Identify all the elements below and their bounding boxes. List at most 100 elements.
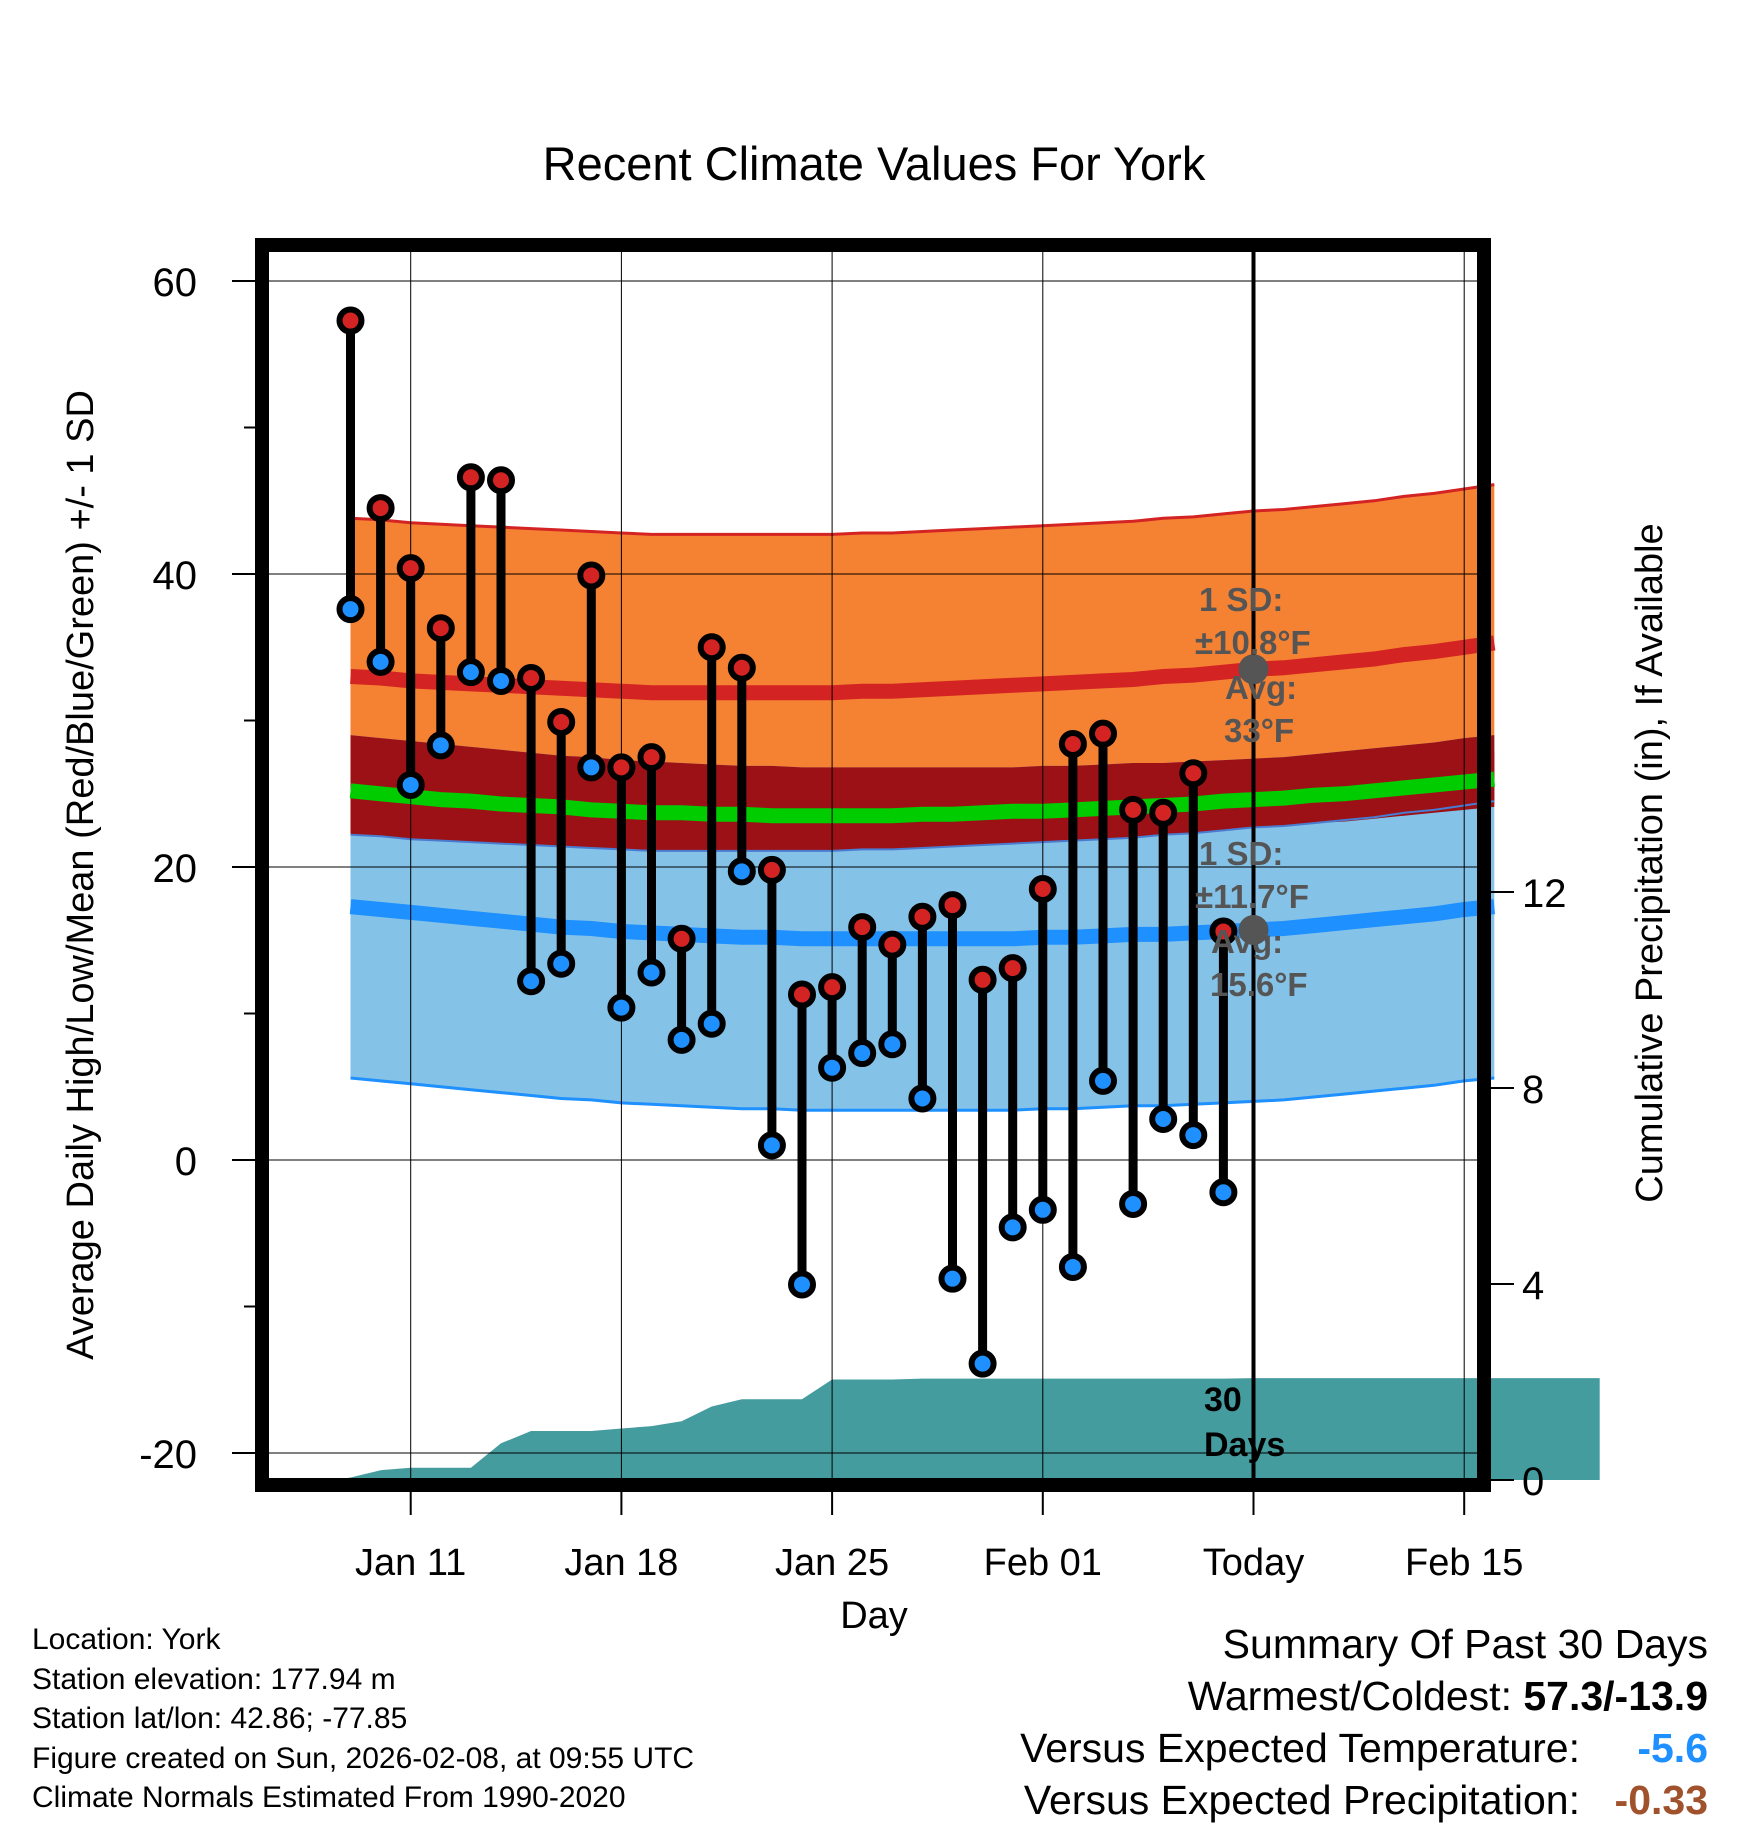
low-point	[607, 993, 636, 1022]
y2-tick-label: 0	[1522, 1460, 1544, 1504]
summary-temp: Versus Expected Temperature: -5.6	[1020, 1722, 1708, 1774]
y2-tick-label: 8	[1522, 1068, 1544, 1112]
high-point	[878, 930, 907, 959]
high-point	[1209, 917, 1238, 946]
low-point	[998, 1213, 1027, 1242]
x-tick-label: Today	[1203, 1542, 1304, 1584]
summary-warm-cold: Warmest/Coldest: 57.3/-13.9	[1020, 1670, 1708, 1722]
high-point	[727, 653, 756, 682]
high-point	[938, 891, 967, 920]
x-tick-label: Jan 11	[355, 1542, 466, 1584]
temp-label: Versus Expected Temperature:	[1020, 1725, 1580, 1771]
x-tick-label: Jan 25	[775, 1542, 889, 1584]
high-point	[968, 965, 997, 994]
low-point	[1028, 1195, 1057, 1224]
high-point	[757, 855, 786, 884]
low-point	[1149, 1104, 1178, 1133]
low-point	[426, 731, 455, 760]
high-point	[998, 954, 1027, 983]
y2-axis-label: Cumulative Precipitation (in), If Availa…	[1629, 523, 1671, 1202]
high-sd-upper-line	[350, 483, 1495, 536]
high-point	[336, 306, 365, 335]
high-point	[1089, 719, 1117, 748]
low-point	[517, 967, 546, 996]
y-tick-label: 60	[153, 261, 198, 305]
high-avg-label: Avg:	[1225, 669, 1297, 706]
high-point	[607, 753, 636, 782]
summary-precip: Versus Expected Precipitation: -0.33	[1020, 1774, 1708, 1826]
y2-tick-label: 12	[1522, 872, 1567, 916]
high-point	[1028, 874, 1057, 903]
info-elevation: Station elevation: 177.94 m	[32, 1662, 396, 1696]
low-point	[968, 1349, 997, 1378]
today-high-avg-marker	[1238, 654, 1269, 685]
high-point	[818, 973, 847, 1002]
high-point	[366, 494, 395, 523]
low-point	[637, 958, 666, 987]
station-info: Location: York Station elevation: 177.94…	[32, 1620, 694, 1818]
high-sd-band	[350, 484, 1495, 851]
high-point	[517, 664, 546, 693]
high-point	[848, 913, 877, 942]
high-point	[1119, 795, 1148, 824]
high-point	[697, 633, 726, 662]
low-point	[667, 1025, 696, 1054]
info-normals: Climate Normals Estimated From 1990-2020	[32, 1781, 626, 1814]
high-point	[487, 466, 515, 495]
low-point	[547, 949, 576, 978]
low-point	[818, 1053, 847, 1082]
temp-value: -5.6	[1637, 1725, 1708, 1771]
y-tick-label: 40	[153, 554, 198, 598]
high-point	[456, 463, 485, 492]
high-band-edge	[350, 800, 1495, 852]
x-tick-label: Jan 18	[564, 1542, 678, 1584]
low-point	[848, 1039, 877, 1068]
low-point	[757, 1131, 786, 1160]
low-sd-label: 1 SD:	[1199, 835, 1283, 872]
today-low-avg-marker	[1238, 914, 1269, 945]
y2-tick-label: 4	[1522, 1264, 1544, 1308]
low-point	[908, 1084, 937, 1113]
x-axis-label: Day	[840, 1595, 908, 1637]
high-sd-label: 1 SD:	[1199, 581, 1283, 618]
low-point	[697, 1009, 726, 1038]
precip-days-number: 30	[1204, 1381, 1242, 1419]
low-avg-value: 15.6°F	[1210, 966, 1308, 1003]
summary-heading: Summary Of Past 30 Days	[1222, 1621, 1708, 1667]
x-tick-label: Feb 15	[1405, 1542, 1523, 1584]
y-tick-label: -20	[139, 1433, 197, 1477]
high-point	[908, 902, 937, 931]
info-latlon: Station lat/lon: 42.86; -77.85	[32, 1702, 408, 1735]
low-point	[396, 770, 425, 799]
low-point	[456, 658, 485, 687]
normal-mean-line	[349, 771, 1496, 824]
precip-value: -0.33	[1614, 1777, 1708, 1823]
low-point	[1179, 1121, 1208, 1150]
low-point	[487, 666, 515, 695]
high-point	[1179, 759, 1208, 788]
y-tick-label: 0	[175, 1140, 197, 1184]
x-tick-label: Feb 01	[984, 1542, 1102, 1584]
precip-label: Versus Expected Precipitation:	[1023, 1777, 1580, 1823]
low-point	[727, 857, 756, 886]
chart-title: Recent Climate Values For York	[543, 137, 1206, 190]
high-point	[426, 614, 455, 643]
low-point	[1089, 1066, 1117, 1095]
low-point	[1209, 1178, 1238, 1207]
info-location: Location: York	[32, 1623, 221, 1656]
precip-area	[335, 1378, 1600, 1480]
low-point	[366, 647, 395, 676]
low-sd-value: ±11.7°F	[1195, 878, 1309, 915]
high-point	[1149, 798, 1178, 827]
high-avg-value: 33°F	[1224, 712, 1294, 749]
low-point	[1058, 1252, 1087, 1281]
precip-days-label: Days	[1204, 1426, 1285, 1464]
high-point	[1058, 729, 1087, 758]
summary-panel: Summary Of Past 30 Days Warmest/Coldest:…	[1020, 1618, 1708, 1826]
low-point	[878, 1030, 907, 1059]
low-point	[336, 595, 365, 624]
high-point	[577, 561, 606, 590]
high-point	[637, 743, 666, 772]
y-tick-label: 20	[153, 847, 198, 891]
